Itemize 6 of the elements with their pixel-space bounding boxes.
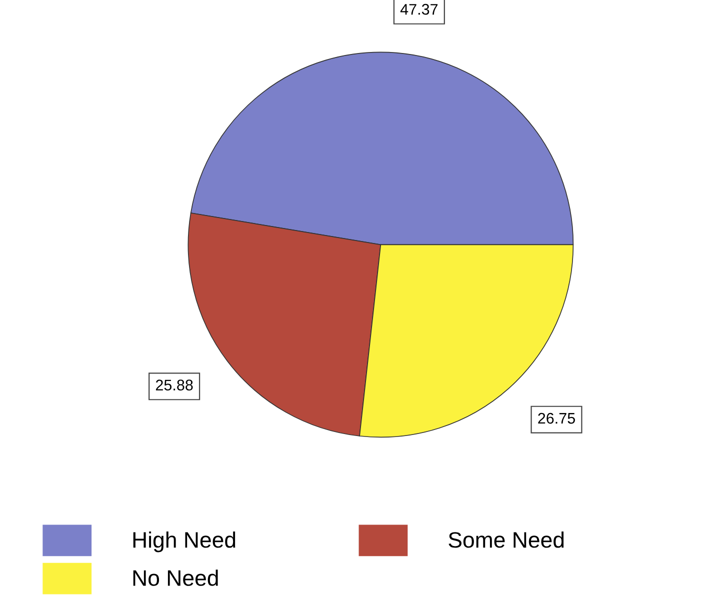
legend-label: Some Need [448, 531, 564, 548]
legend-label: High Need [133, 531, 236, 552]
data-label: 47.37 [400, 4, 438, 15]
legend-label: No Need [133, 570, 218, 586]
data-label: 25.88 [156, 380, 193, 390]
data-label: 26.75 [538, 412, 575, 424]
